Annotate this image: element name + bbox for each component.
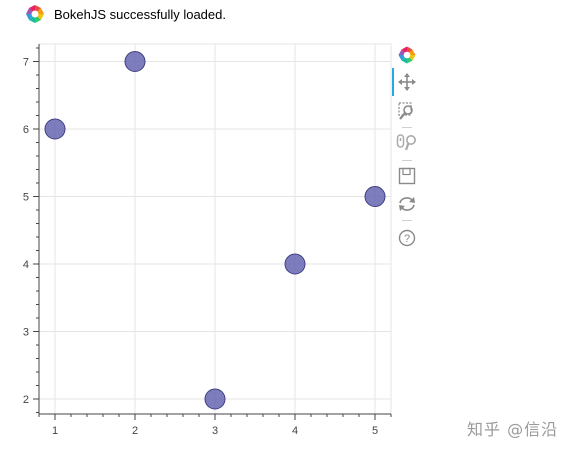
x-tick-label: 1 [52,425,58,437]
save-icon [398,167,416,185]
x-tick-label: 5 [372,425,378,437]
help-icon: ? [398,229,416,247]
svg-text:?: ? [404,233,410,245]
reset-icon [399,197,415,211]
banner-message: BokehJS successfully loaded. [54,6,226,22]
y-tick-label: 5 [23,192,29,204]
active-tool-indicator [392,68,394,96]
plot-markers [44,51,386,410]
pan-tool-button[interactable] [392,70,422,94]
toolbar-divider [402,160,412,161]
y-tick-label: 7 [23,57,29,69]
scatter-point [364,186,386,207]
wheel-zoom-icon [396,134,416,151]
toolbar-divider [402,220,412,221]
scatter-point [204,388,226,410]
x-tick-label: 4 [292,425,298,437]
save-tool-button[interactable] [392,164,422,188]
toolbar-bokeh-logo-icon[interactable] [392,43,422,67]
x-tick-label: 2 [132,425,138,437]
pan-icon [398,73,416,91]
y-tick-label: 6 [23,124,29,136]
reset-tool-button[interactable] [392,192,422,216]
scatter-point [44,118,66,140]
y-tick-label: 4 [23,259,29,271]
plot-axes: 1 2 3 4 5 2 3 4 5 6 7 [23,44,392,437]
bokeh-load-banner: BokehJS successfully loaded. [25,3,226,25]
scatter-point [124,51,146,72]
box-zoom-tool-button[interactable] [392,99,422,123]
help-tool-button[interactable]: ? [392,226,422,250]
watermark: 知乎 @信沿 [467,420,559,439]
box-zoom-icon [398,102,413,120]
toolbar-divider [402,127,412,128]
wheel-zoom-tool-button[interactable] [392,131,422,155]
y-tick-label: 3 [23,327,29,339]
bokeh-logo-icon [26,5,44,23]
y-tick-label: 2 [23,394,29,406]
plot-grid [38,43,392,415]
scatter-point [284,253,306,275]
x-tick-label: 3 [212,425,218,437]
